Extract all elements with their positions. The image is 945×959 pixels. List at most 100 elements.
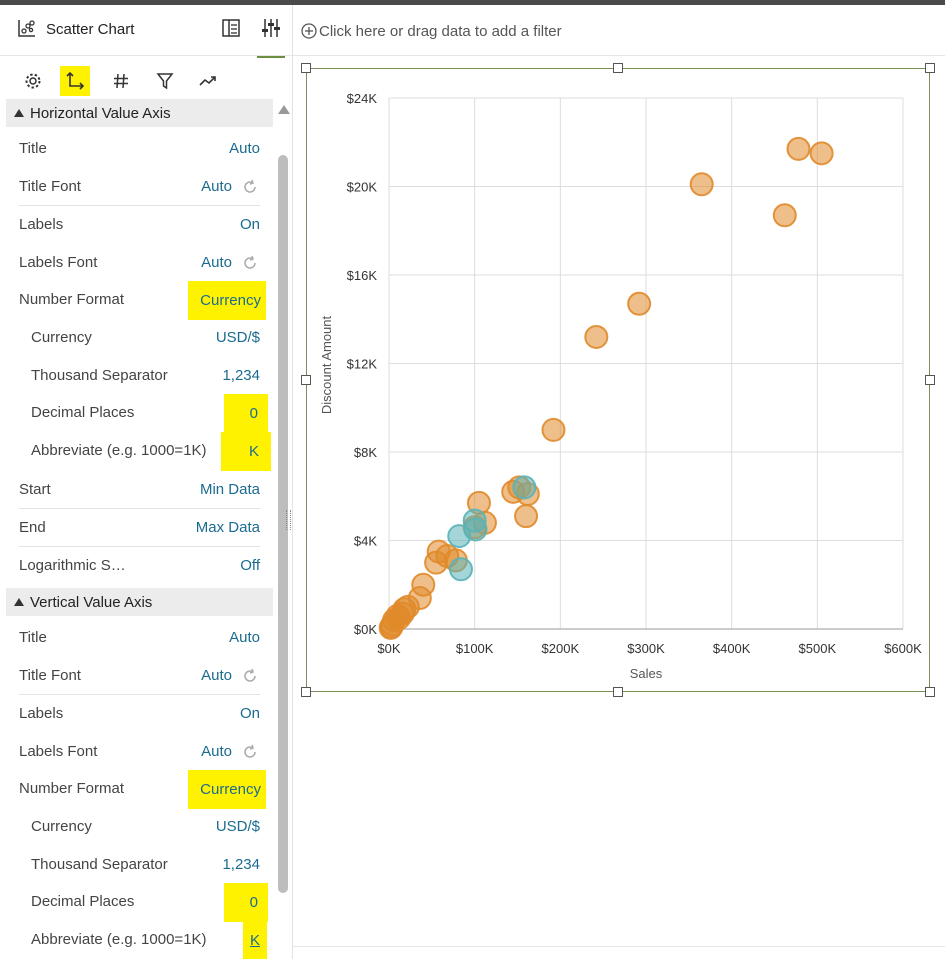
add-filter-icon[interactable] <box>301 23 317 39</box>
row-label: Decimal Places <box>31 404 135 421</box>
collapse-triangle-icon <box>14 598 24 606</box>
tab-filter[interactable] <box>150 66 180 96</box>
reset-icon[interactable] <box>242 179 258 195</box>
x-tick-label: $600K <box>884 641 922 656</box>
filter-bar[interactable]: Click here or drag data to add a filter <box>293 5 945 56</box>
resize-handle[interactable] <box>925 375 935 385</box>
top-bar <box>0 0 945 5</box>
tab-number[interactable] <box>106 66 136 96</box>
scroll-up-arrow-icon[interactable] <box>278 105 290 114</box>
resize-handle[interactable] <box>301 687 311 697</box>
tab-axis[interactable] <box>60 66 90 102</box>
tab-analytics[interactable] <box>193 66 223 96</box>
x-tick-label: $300K <box>627 641 665 656</box>
h-row-thousand-separator: Thousand Separator 1,234 <box>0 357 272 395</box>
row-label: Title <box>19 629 47 646</box>
row-label: Labels Font <box>19 254 98 271</box>
resize-handle[interactable] <box>301 375 311 385</box>
v-row-abbreviate: Abbreviate (e.g. 1000=1K) K <box>0 921 272 959</box>
x-axis-title: Sales <box>630 666 663 681</box>
row-label: Labels <box>19 216 64 233</box>
x-tick-label: $0K <box>377 641 400 656</box>
data-point[interactable] <box>424 550 449 575</box>
section-horizontal-axis[interactable]: Horizontal Value Axis <box>6 99 273 127</box>
header-divider <box>0 55 292 56</box>
panel-title: Scatter Chart <box>46 21 135 38</box>
row-value[interactable]: 1,234 <box>222 367 260 384</box>
h-row-start: Start Min Data <box>0 471 272 509</box>
row-value[interactable]: K <box>220 432 271 471</box>
tab-general[interactable] <box>18 66 48 96</box>
row-label: Thousand Separator <box>31 856 168 873</box>
scrollbar-thumb[interactable] <box>278 155 288 893</box>
data-point[interactable] <box>584 324 609 349</box>
row-label: Number Format <box>19 291 125 308</box>
filter-placeholder[interactable]: Click here or drag data to add a filter <box>319 23 562 40</box>
row-value[interactable]: Auto <box>229 629 260 646</box>
x-tick-label: $200K <box>542 641 580 656</box>
reset-icon[interactable] <box>242 744 258 760</box>
row-value[interactable]: 1,234 <box>222 856 260 873</box>
resize-handle[interactable] <box>613 687 623 697</box>
row-value[interactable]: Currency <box>188 281 266 320</box>
section-heading: Vertical Value Axis <box>30 593 153 611</box>
resize-handle[interactable] <box>925 63 935 73</box>
data-point[interactable] <box>380 612 405 637</box>
data-point[interactable] <box>809 141 834 166</box>
axis-icon <box>66 71 85 90</box>
data-point[interactable] <box>627 291 652 316</box>
h-row-labels: Labels On <box>0 206 272 244</box>
data-point[interactable] <box>772 203 797 228</box>
reset-icon[interactable] <box>242 255 258 271</box>
canvas-bottom-border <box>293 946 945 947</box>
panel-resize-handle[interactable] <box>286 510 291 530</box>
row-value[interactable]: USD/$ <box>215 818 260 835</box>
row-value[interactable]: 0 <box>223 883 268 922</box>
grammar-panel-icon[interactable] <box>220 17 242 39</box>
data-point[interactable] <box>689 172 714 197</box>
data-point[interactable] <box>786 136 811 161</box>
v-row-currency: Currency USD/$ <box>0 808 272 846</box>
resize-handle[interactable] <box>301 63 311 73</box>
row-value[interactable]: Auto <box>201 743 232 760</box>
row-value[interactable]: On <box>239 216 260 233</box>
x-tick-label: $100K <box>456 641 494 656</box>
reset-icon[interactable] <box>242 668 258 684</box>
section-vertical-axis[interactable]: Vertical Value Axis <box>6 588 273 616</box>
data-point[interactable] <box>463 517 488 542</box>
row-value[interactable]: USD/$ <box>215 329 260 346</box>
resize-handle[interactable] <box>613 63 623 73</box>
data-point[interactable] <box>448 557 473 582</box>
row-value[interactable]: On <box>239 705 260 722</box>
resize-handle[interactable] <box>925 687 935 697</box>
row-value[interactable]: Off <box>240 557 260 574</box>
row-label: Abbreviate (e.g. 1000=1K) <box>31 931 207 948</box>
row-value[interactable]: Auto <box>229 140 260 157</box>
row-value[interactable]: K <box>242 921 267 959</box>
row-value[interactable]: Auto <box>201 254 232 271</box>
v-row-decimal-places: Decimal Places 0 <box>0 883 272 922</box>
row-label: Logarithmic S… <box>19 557 126 574</box>
x-tick-label: $400K <box>713 641 751 656</box>
hash-icon <box>114 73 128 89</box>
row-label: Abbreviate (e.g. 1000=1K) <box>31 442 207 459</box>
filter-icon <box>156 73 174 90</box>
scatter-chart[interactable]: $0K $100K $200K $300K $400K $500K $600K $0K $4K $… <box>307 69 929 691</box>
row-value[interactable]: Max Data <box>195 519 260 536</box>
gear-icon <box>25 73 41 89</box>
row-value[interactable]: Min Data <box>199 481 260 498</box>
chart-points <box>378 136 834 640</box>
scatter-chart-icon <box>18 20 35 37</box>
data-point[interactable] <box>512 475 537 500</box>
row-value[interactable]: Currency <box>188 770 266 809</box>
row-value[interactable]: 0 <box>223 394 268 433</box>
row-label: Currency <box>31 818 92 835</box>
properties-tab[interactable] <box>257 15 285 58</box>
h-row-labels-font: Labels Font Auto <box>0 244 272 282</box>
panel-header: Scatter Chart <box>0 5 292 58</box>
data-point[interactable] <box>541 417 566 442</box>
row-label: Title Font <box>19 178 81 195</box>
row-value[interactable]: Auto <box>201 667 232 684</box>
data-point[interactable] <box>514 504 539 529</box>
row-value[interactable]: Auto <box>201 178 232 195</box>
